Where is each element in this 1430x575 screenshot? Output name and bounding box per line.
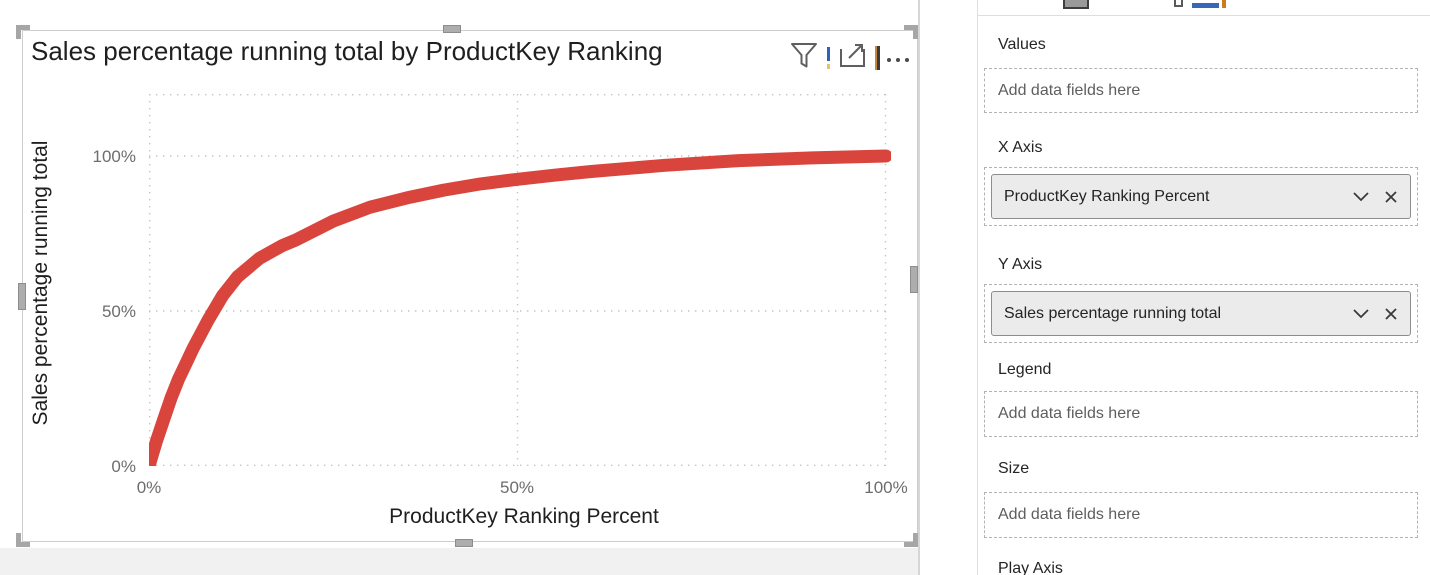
- remove-field-icon[interactable]: [1384, 307, 1398, 321]
- filter-funnel-icon[interactable]: [789, 41, 819, 74]
- x-tick-100: 100%: [864, 478, 908, 497]
- resize-handle-bottom-left[interactable]: [16, 533, 30, 547]
- format-visual-tab-icon[interactable]: [1174, 0, 1183, 7]
- visual-title: Sales percentage running total by Produc…: [31, 36, 663, 66]
- selected-tab-underline: [1192, 3, 1219, 8]
- visualizations-pane: Values Add data fields here X Axis Produ…: [977, 0, 1430, 575]
- y-axis-title: Sales percentage running total: [29, 140, 52, 426]
- resize-handle-top-right[interactable]: [904, 25, 918, 39]
- x-tick-0: 0%: [136, 478, 162, 497]
- well-label-legend: Legend: [998, 361, 1052, 378]
- canvas-background: [0, 548, 918, 575]
- gridlines: [149, 94, 891, 466]
- alert-exclamation-icon: [826, 45, 831, 71]
- cursor-bar-icon: [875, 45, 880, 70]
- resize-handle-right[interactable]: [910, 266, 918, 293]
- well-size-dropzone[interactable]: Add data fields here: [984, 492, 1418, 538]
- focus-mode-icon[interactable]: [838, 42, 868, 74]
- well-label-play-axis: Play Axis: [998, 560, 1063, 575]
- well-label-size: Size: [998, 460, 1030, 477]
- x-tick-50: 50%: [499, 478, 535, 497]
- x-axis-title: ProductKey Ranking Percent: [389, 505, 659, 528]
- visual-header-toolbar: [789, 41, 909, 74]
- y-tick-50: 50%: [101, 302, 136, 321]
- field-pill-y-axis[interactable]: Sales percentage running total: [991, 291, 1411, 336]
- y-tick-100: 100%: [92, 147, 136, 166]
- plot-area[interactable]: [149, 94, 891, 466]
- well-label-values: Values: [998, 36, 1046, 53]
- well-legend-dropzone[interactable]: Add data fields here: [984, 391, 1418, 437]
- more-options-icon[interactable]: [887, 54, 909, 62]
- well-label-y-axis: Y Axis: [998, 256, 1043, 273]
- canvas-edge-divider: [918, 0, 920, 575]
- well-x-axis-dropzone[interactable]: ProductKey Ranking Percent: [984, 167, 1418, 226]
- analytics-tab-icon[interactable]: [1222, 0, 1226, 8]
- resize-handle-left[interactable]: [18, 283, 26, 310]
- chevron-down-icon[interactable]: [1352, 308, 1370, 320]
- chevron-down-icon[interactable]: [1352, 191, 1370, 203]
- resize-handle-top-left[interactable]: [16, 25, 30, 39]
- resize-handle-bottom-right[interactable]: [904, 533, 918, 547]
- resize-handle-top[interactable]: [443, 25, 461, 33]
- running-total-curve[interactable]: [149, 149, 891, 466]
- y-tick-0: 0%: [111, 457, 136, 476]
- remove-field-icon[interactable]: [1384, 190, 1398, 204]
- field-pill-x-axis[interactable]: ProductKey Ranking Percent: [991, 174, 1411, 219]
- well-y-axis-dropzone[interactable]: Sales percentage running total: [984, 284, 1418, 343]
- panel-separator: [978, 15, 1430, 16]
- resize-handle-bottom[interactable]: [455, 539, 473, 547]
- build-visual-tab-icon[interactable]: [1063, 0, 1089, 9]
- well-values-dropzone[interactable]: Add data fields here: [984, 68, 1418, 113]
- well-label-x-axis: X Axis: [998, 139, 1043, 156]
- scatter-chart-visual[interactable]: Sales percentage running total by Produc…: [22, 30, 918, 542]
